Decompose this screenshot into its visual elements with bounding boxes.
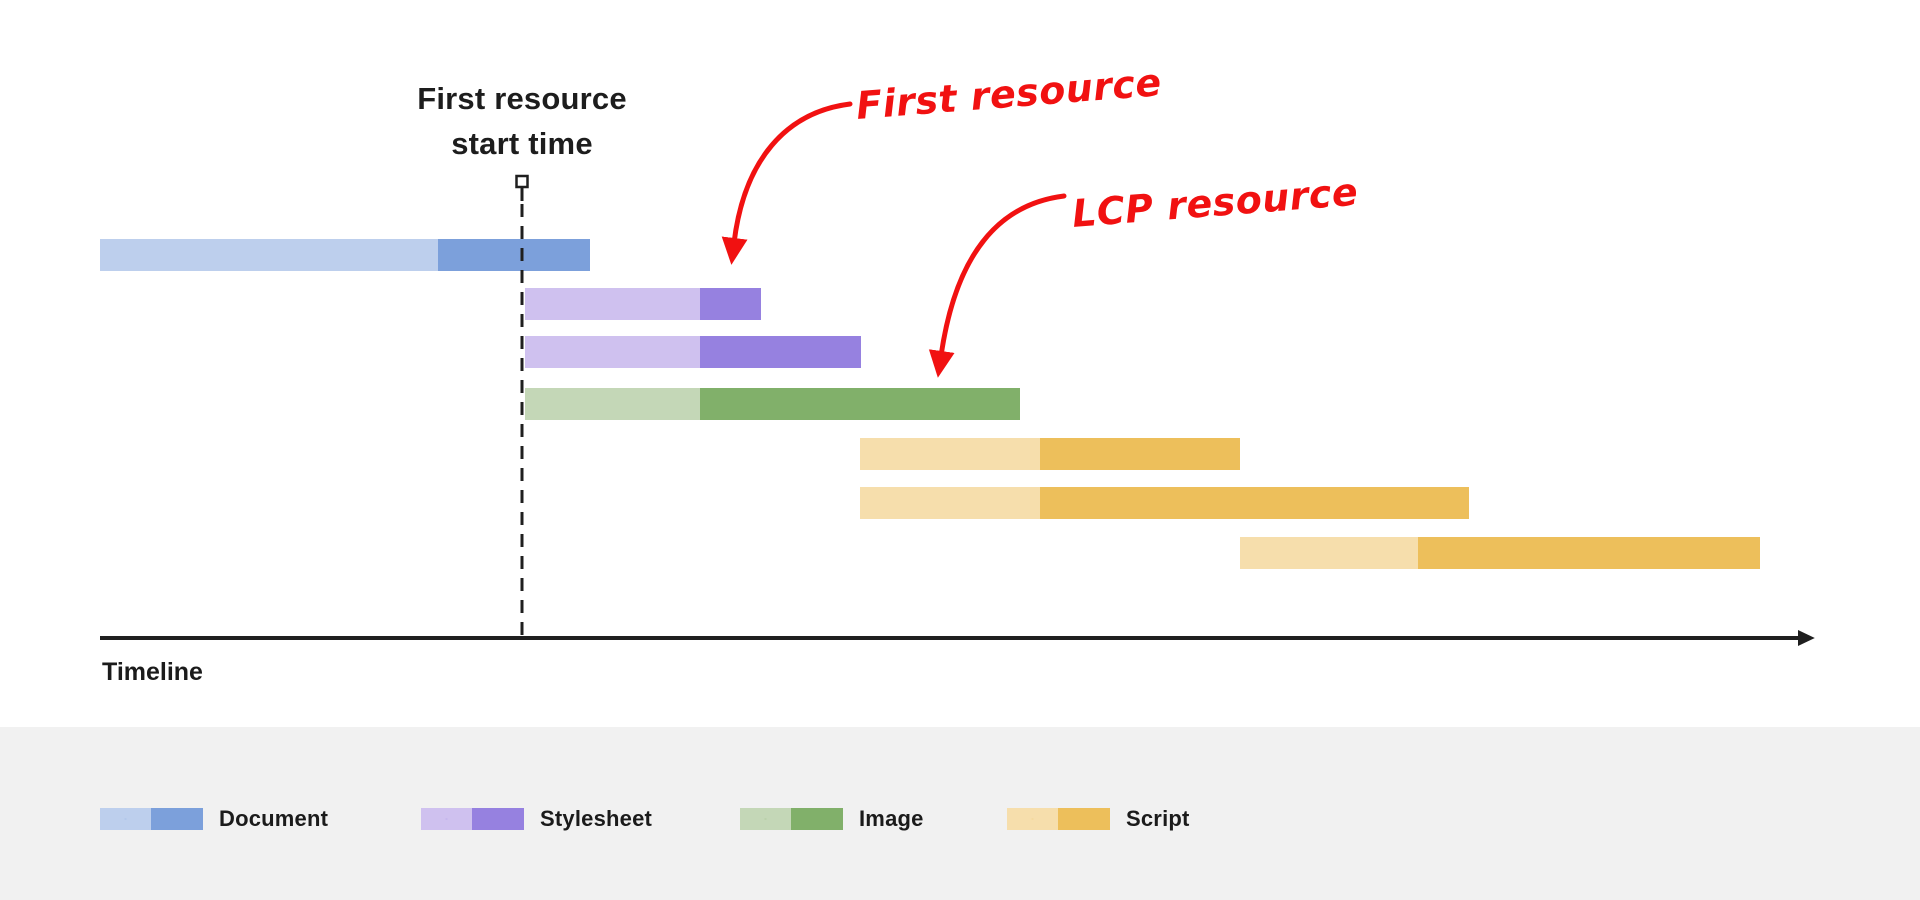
script-bar-dark-segment — [1040, 487, 1469, 519]
script-bar — [1240, 537, 1760, 569]
document-legend-swatch-light — [100, 808, 151, 830]
legend-item-image: Image — [740, 806, 924, 832]
stylesheet-bar-dark-segment — [700, 288, 761, 320]
script-legend-swatch — [1007, 808, 1110, 830]
stylesheet-bar — [525, 288, 761, 320]
first-resource-annotation: First resource — [854, 60, 1164, 128]
first-resource-arrow — [721, 101, 853, 265]
image-legend-swatch — [740, 808, 843, 830]
image-legend-swatch-dark — [791, 808, 843, 830]
legend-item-document: Document — [100, 806, 328, 832]
script-legend-swatch-dark — [1058, 808, 1110, 830]
legend-item-script: Script — [1007, 806, 1190, 832]
script-bar-light-segment — [860, 487, 1040, 519]
legend-label-image: Image — [859, 806, 924, 831]
image-legend-swatch-light — [740, 808, 791, 830]
stylesheet-bar-light-segment — [525, 336, 700, 368]
document-bar-light-segment — [100, 239, 438, 271]
legend-band — [0, 727, 1920, 900]
stylesheet-bar — [525, 336, 861, 368]
script-bar-light-segment — [1240, 537, 1418, 569]
document-bar-dark-segment — [438, 239, 590, 271]
start-time-marker-handle — [515, 174, 529, 189]
legend-label-document: Document — [219, 806, 329, 831]
script-legend-swatch-light — [1007, 808, 1058, 830]
first-resource-start-time-label: First resource start time — [362, 76, 682, 166]
stylesheet-bar-light-segment — [525, 288, 700, 320]
legend-item-stylesheet: Stylesheet — [421, 806, 652, 832]
stylesheet-legend-swatch-dark — [472, 808, 524, 830]
legend-label-script: Script — [1126, 806, 1190, 831]
script-bar-dark-segment — [1040, 438, 1240, 470]
stylesheet-legend-swatch-light — [421, 808, 472, 830]
image-bar-dark-segment — [700, 388, 1020, 420]
document-legend-swatch-dark — [151, 808, 203, 830]
first-resource-start-time-line1: First resource — [417, 81, 627, 116]
script-bar — [860, 438, 1240, 470]
script-bar-light-segment — [860, 438, 1040, 470]
lcp-resource-annotation: LCP resource — [1070, 169, 1360, 236]
stylesheet-legend-swatch — [421, 808, 524, 830]
stylesheet-bar-dark-segment — [700, 336, 861, 368]
document-bar — [100, 239, 590, 271]
legend-label-stylesheet: Stylesheet — [540, 806, 653, 831]
lcp-resource-arrow — [928, 193, 1067, 378]
image-bar — [525, 388, 1020, 420]
timeline-axis-label: Timeline — [102, 658, 203, 686]
script-bar-dark-segment — [1418, 537, 1760, 569]
image-bar-light-segment — [525, 388, 700, 420]
document-legend-swatch — [100, 808, 203, 830]
script-bar — [860, 487, 1469, 519]
first-resource-start-time-line2: start time — [451, 126, 593, 161]
